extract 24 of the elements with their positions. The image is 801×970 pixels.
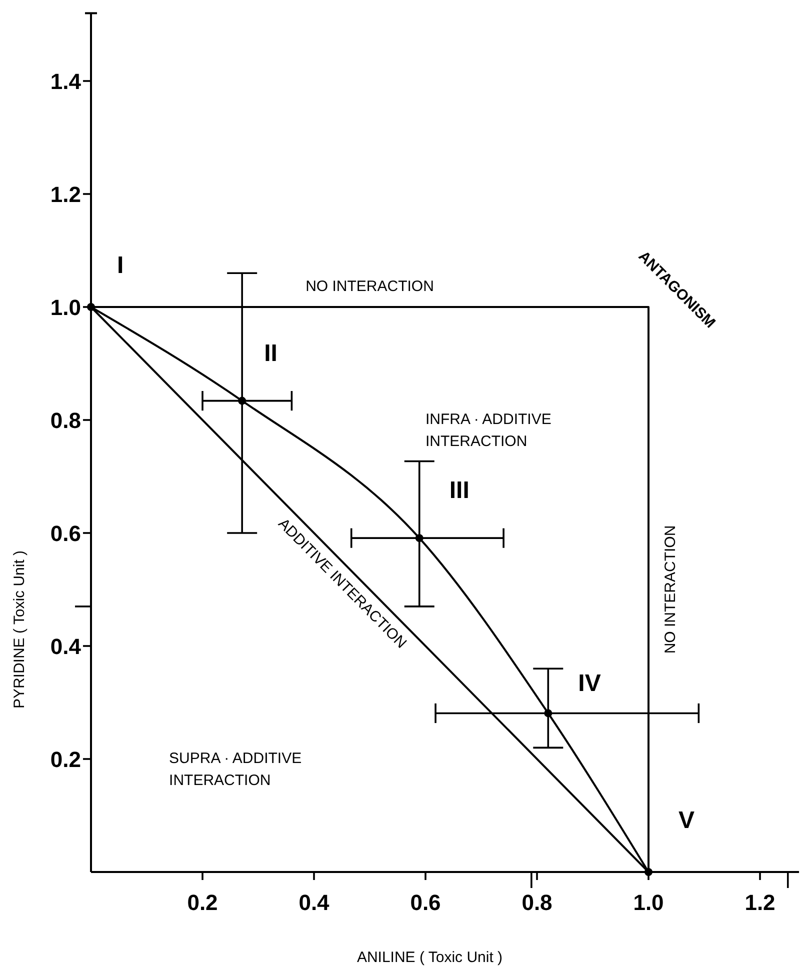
x-tick-label: 1.0 <box>633 890 664 915</box>
y-axis-title: PYRIDINE ( Toxic Unit ) <box>11 550 28 709</box>
annotation: INFRA · ADDITIVE INTERACTION <box>426 410 552 450</box>
annotation: II <box>264 340 278 368</box>
y-tick-label: 0.4 <box>50 634 82 659</box>
x-tick-label: 0.6 <box>410 890 441 915</box>
x-tick-label: 0.2 <box>187 890 218 915</box>
y-tick-label: 0.8 <box>50 408 81 433</box>
annotation: SUPRA · ADDITIVE INTERACTION <box>169 750 302 789</box>
y-tick-label: 1.4 <box>50 69 82 94</box>
annotation: I <box>117 252 124 280</box>
y-tick-label: 1.0 <box>50 295 81 320</box>
annotation: NO INTERACTION <box>306 278 434 296</box>
annotation: IV <box>578 670 601 698</box>
y-tick-label: 0.6 <box>50 521 81 546</box>
x-tick-label: 1.2 <box>744 890 776 915</box>
annotation: V <box>678 807 695 834</box>
x-axis-title: ANILINE ( Toxic Unit ) <box>356 949 503 966</box>
y-tick-label: 1.2 <box>50 182 81 207</box>
y-tick-label: 0.2 <box>50 747 81 772</box>
annotation: NO INTERACTION <box>662 525 679 654</box>
annotation: III <box>449 477 470 504</box>
x-tick-label: 0.8 <box>522 890 552 915</box>
x-tick-label: 0.4 <box>298 890 330 915</box>
